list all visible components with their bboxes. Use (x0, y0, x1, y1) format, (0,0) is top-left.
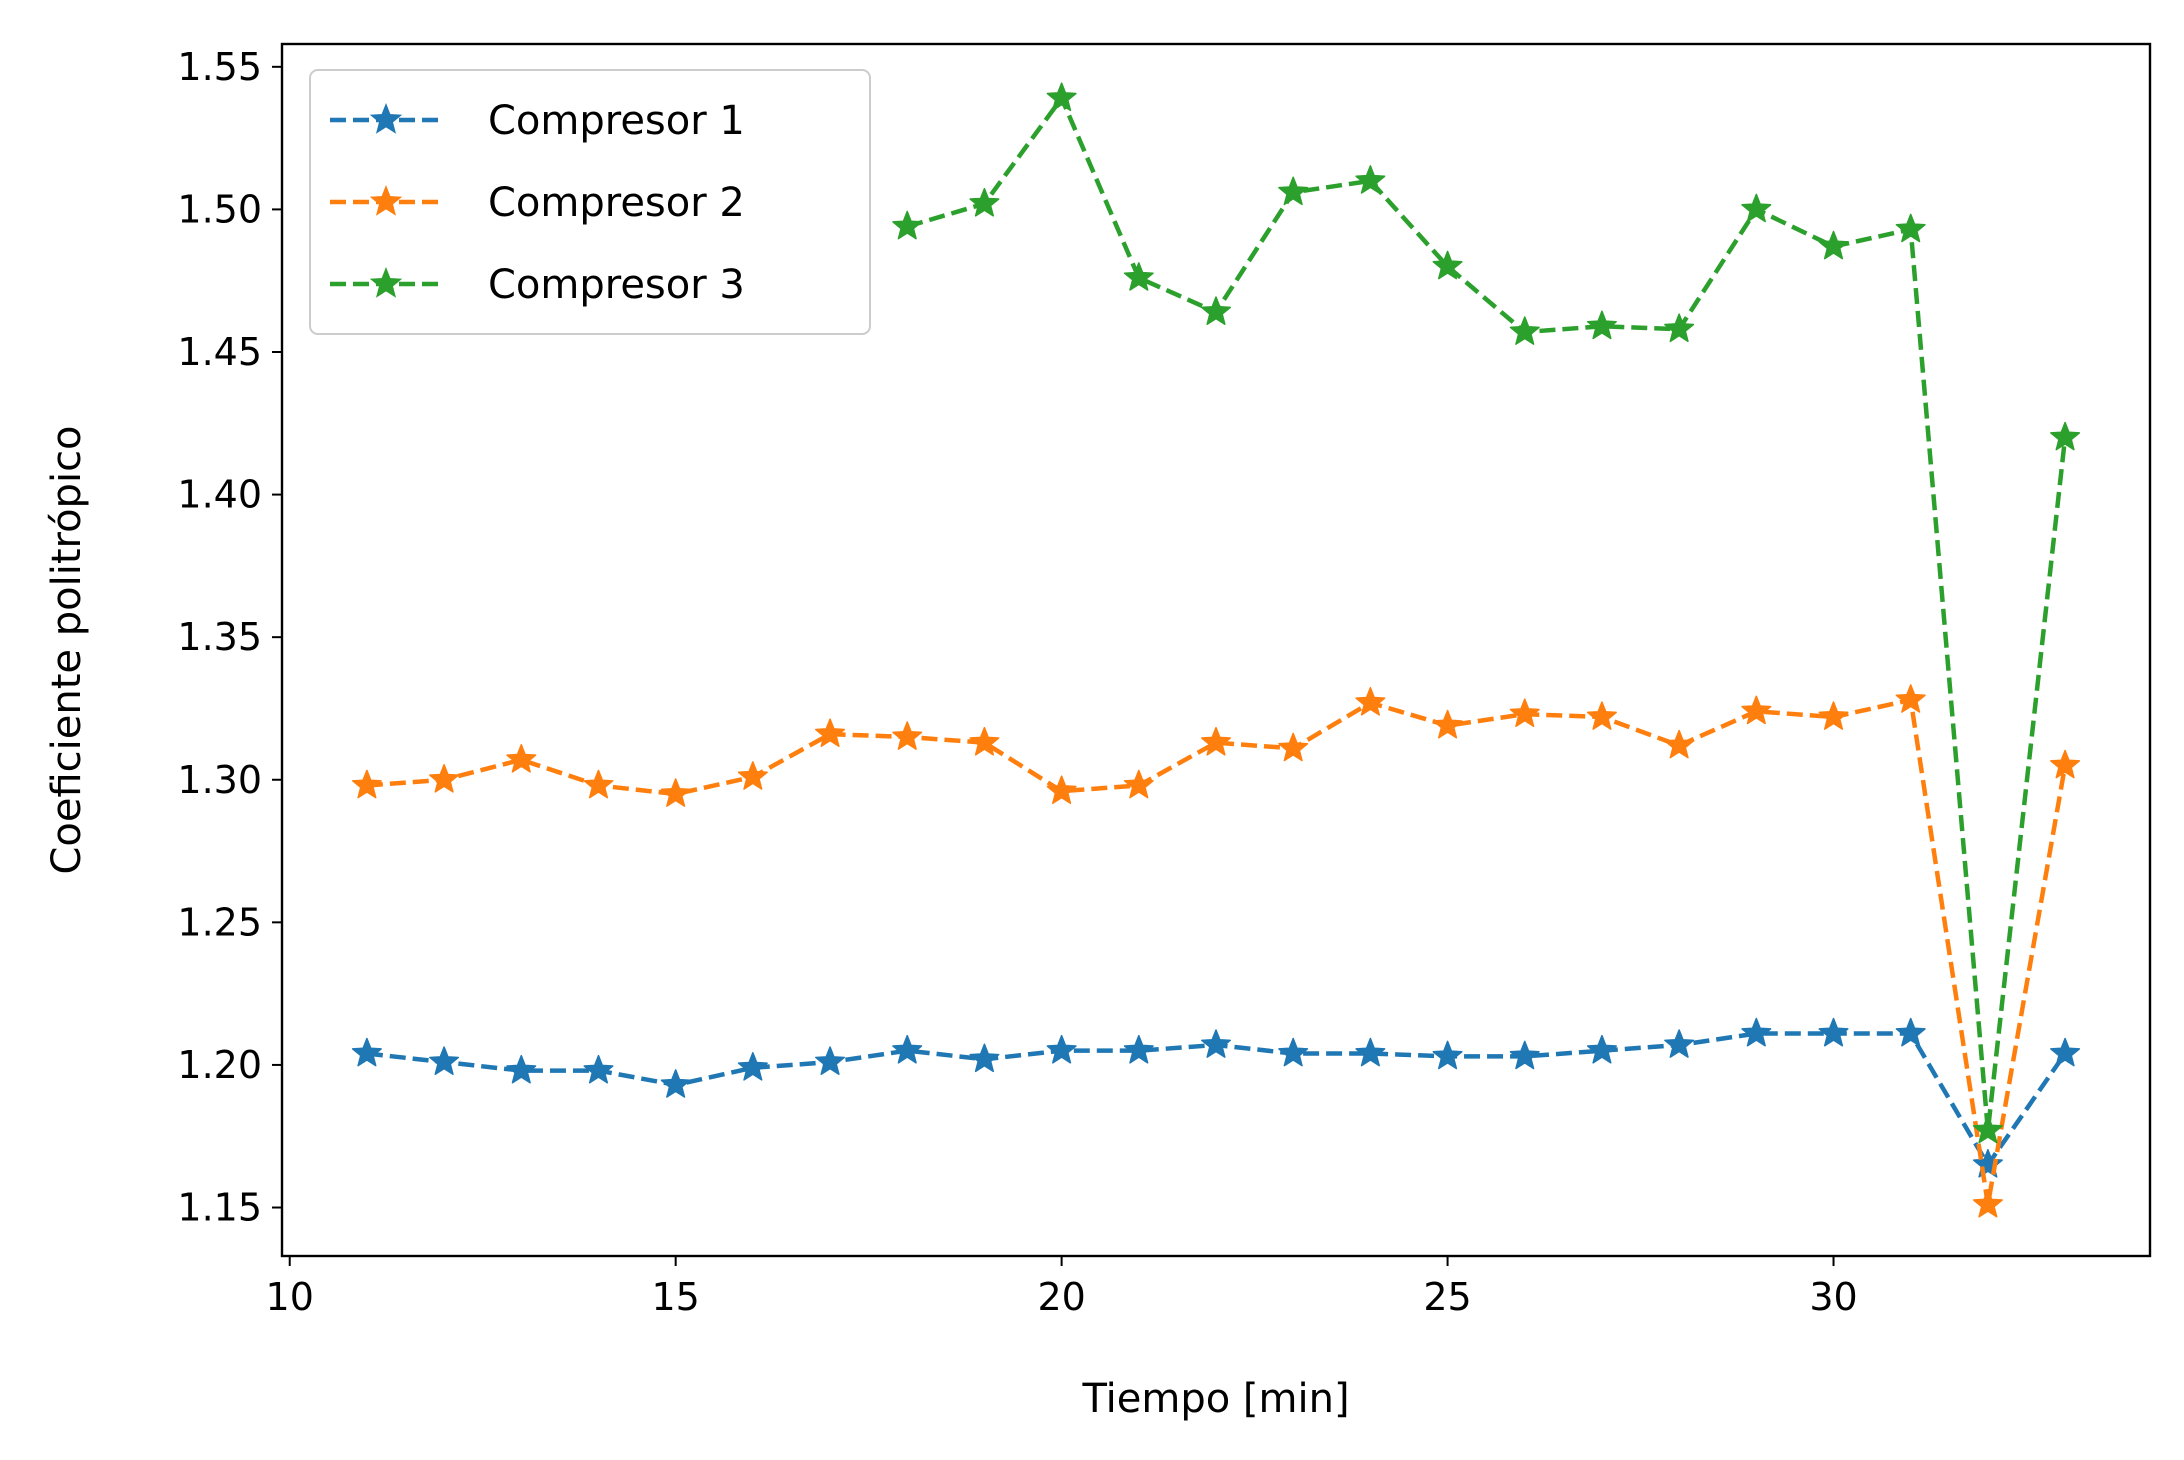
y-axis: 1.15 1.20 1.25 1.30 1.35 1.40 1.45 1.50 1.55 (177, 45, 282, 1230)
series-compresor-3 (892, 82, 2081, 1144)
x-tick-label: 15 (651, 1275, 699, 1319)
data-point-compresor-3 (1972, 1114, 2003, 1144)
y-tick-label: 1.35 (177, 615, 262, 659)
data-point-compresor-2 (1509, 698, 1540, 728)
data-point-compresor-1 (1432, 1040, 1463, 1070)
data-point-compresor-2 (351, 769, 382, 799)
data-point-compresor-1 (815, 1046, 846, 1075)
data-point-compresor-2 (1355, 687, 1386, 716)
data-point-compresor-3 (1895, 213, 1926, 243)
data-point-compresor-3 (1278, 176, 1309, 206)
data-point-compresor-1 (1123, 1034, 1154, 1064)
data-point-compresor-2 (1664, 729, 1695, 759)
data-point-compresor-1 (351, 1037, 382, 1067)
data-point-compresor-3 (1432, 250, 1463, 280)
legend-label: Compresor 3 (488, 262, 745, 308)
x-axis: 10 15 20 25 30 (266, 1256, 1858, 1319)
data-point-compresor-1 (2050, 1037, 2081, 1067)
data-point-compresor-2 (429, 764, 460, 793)
series-compresor-1 (351, 1017, 2081, 1178)
data-point-compresor-2 (506, 744, 537, 773)
legend: Compresor 1 Compresor 2 Compresor 3 (309, 69, 871, 335)
series-line-compresor-3 (906, 95, 2068, 1133)
data-point-compresor-2 (2050, 749, 2081, 779)
data-point-compresor-1 (429, 1046, 460, 1075)
data-point-compresor-1 (1509, 1040, 1540, 1070)
data-point-compresor-2 (1200, 726, 1232, 756)
data-point-compresor-2 (583, 769, 614, 799)
data-point-compresor-1 (892, 1034, 923, 1064)
data-point-compresor-3 (1200, 296, 1232, 325)
x-tick-label: 10 (266, 1275, 314, 1319)
data-point-compresor-3 (1046, 82, 1077, 112)
data-point-compresor-1 (1278, 1037, 1309, 1067)
data-point-compresor-3 (1818, 230, 1849, 260)
data-point-compresor-3 (969, 187, 1000, 217)
series-line-compresor-2 (366, 697, 2068, 1207)
axes-frame (280, 42, 2152, 1258)
data-point-compresor-1 (969, 1043, 1000, 1073)
data-point-compresor-1 (1355, 1037, 1386, 1067)
data-point-compresor-1 (1200, 1029, 1232, 1058)
legend-label: Compresor 2 (488, 180, 745, 226)
data-point-compresor-2 (737, 761, 768, 790)
series-compresor-2 (351, 684, 2081, 1218)
x-tick-label: 20 (1037, 1275, 1085, 1319)
plot-area (351, 82, 2081, 1218)
data-point-compresor-1 (1741, 1017, 1772, 1047)
legend-box (309, 69, 871, 335)
data-point-compresor-1 (1972, 1148, 2003, 1178)
data-point-compresor-1 (1895, 1017, 1926, 1047)
data-point-compresor-2 (1972, 1188, 2003, 1218)
y-tick-label: 1.20 (177, 1043, 262, 1087)
data-point-compresor-3 (1586, 310, 1617, 340)
x-tick-label: 30 (1809, 1275, 1857, 1319)
series-line-compresor-1 (366, 1031, 2067, 1167)
data-point-compresor-3 (1355, 165, 1386, 194)
legend-marker (369, 102, 403, 134)
data-point-compresor-2 (969, 726, 1000, 756)
data-point-compresor-3 (2050, 421, 2081, 451)
data-point-compresor-1 (1664, 1029, 1695, 1058)
y-tick-label: 1.25 (177, 900, 262, 944)
data-point-compresor-1 (506, 1054, 537, 1084)
data-point-compresor-3 (1509, 316, 1540, 345)
data-point-compresor-2 (1818, 701, 1849, 730)
data-point-compresor-2 (660, 778, 691, 807)
x-tick-label: 25 (1423, 1275, 1471, 1319)
y-axis-title: Coeficiente politrópico (44, 425, 90, 874)
data-point-compresor-2 (1432, 709, 1463, 739)
data-point-compresor-1 (660, 1069, 691, 1098)
data-point-compresor-2 (1586, 701, 1617, 730)
y-tick-label: 1.30 (177, 758, 262, 802)
data-point-compresor-2 (1895, 684, 1926, 713)
data-point-compresor-3 (892, 210, 923, 240)
y-tick-label: 1.15 (177, 1186, 262, 1230)
y-tick-label: 1.50 (177, 187, 262, 231)
data-point-compresor-2 (892, 721, 923, 750)
data-point-compresor-1 (737, 1052, 768, 1081)
data-point-compresor-1 (583, 1054, 614, 1084)
x-axis-title: Tiempo [min] (1081, 1376, 1349, 1422)
data-point-compresor-3 (1664, 313, 1695, 343)
data-point-compresor-2 (1123, 769, 1154, 799)
data-point-compresor-3 (1123, 262, 1154, 291)
data-point-compresor-2 (1046, 775, 1077, 805)
data-point-compresor-2 (815, 718, 846, 748)
legend-label: Compresor 1 (488, 98, 745, 144)
data-point-compresor-1 (1818, 1017, 1849, 1047)
data-point-compresor-1 (1586, 1034, 1617, 1064)
legend-marker (369, 184, 403, 216)
legend-marker (369, 266, 403, 298)
y-tick-label: 1.55 (177, 45, 262, 89)
data-point-compresor-3 (1741, 193, 1772, 223)
data-point-compresor-2 (1278, 732, 1309, 762)
y-tick-label: 1.40 (177, 473, 262, 517)
data-point-compresor-2 (1741, 695, 1772, 725)
data-point-compresor-1 (1046, 1034, 1077, 1064)
y-tick-label: 1.45 (177, 330, 262, 374)
